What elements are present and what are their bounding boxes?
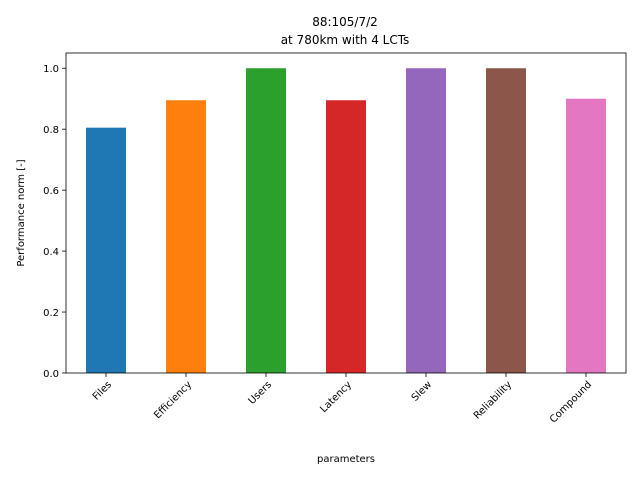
x-tick-label: Slew [410,379,434,403]
y-axis: 0.0 0.2 0.4 0.6 0.8 1.0 [43,64,66,380]
bar-reliability [486,68,526,373]
y-tick-label: 0.8 [43,125,59,136]
y-tick-label: 1.0 [43,64,59,75]
bar-compound [566,98,606,373]
x-tick-label: Users [247,379,275,407]
bar-users [246,68,286,373]
x-tick-label: Files [91,379,114,402]
x-axis: Files Efficiency Users Latency Slew Reliabili… [91,373,594,426]
x-tick-label: Compound [548,379,594,425]
y-tick-label: 0.0 [43,369,59,380]
y-axis-label: Performance norm [-] [16,159,27,266]
plot-frame [65,52,627,374]
bar-slew [406,68,446,373]
bar-efficiency [166,100,206,373]
y-tick-label: 0.2 [43,308,59,319]
x-tick-label: Efficiency [152,379,194,421]
bar-files [86,127,126,374]
bars-group [86,68,606,374]
x-tick-label: Reliability [472,379,514,421]
x-tick-label: Latency [318,379,354,415]
chart-subtitle: at 780km with 4 LCTs [281,33,410,47]
y-tick-label: 0.6 [43,186,59,197]
x-axis-label: parameters [317,454,375,465]
bar-latency [326,100,366,373]
y-tick-label: 0.4 [43,247,59,258]
chart-title: 88:105/7/2 [312,15,378,29]
